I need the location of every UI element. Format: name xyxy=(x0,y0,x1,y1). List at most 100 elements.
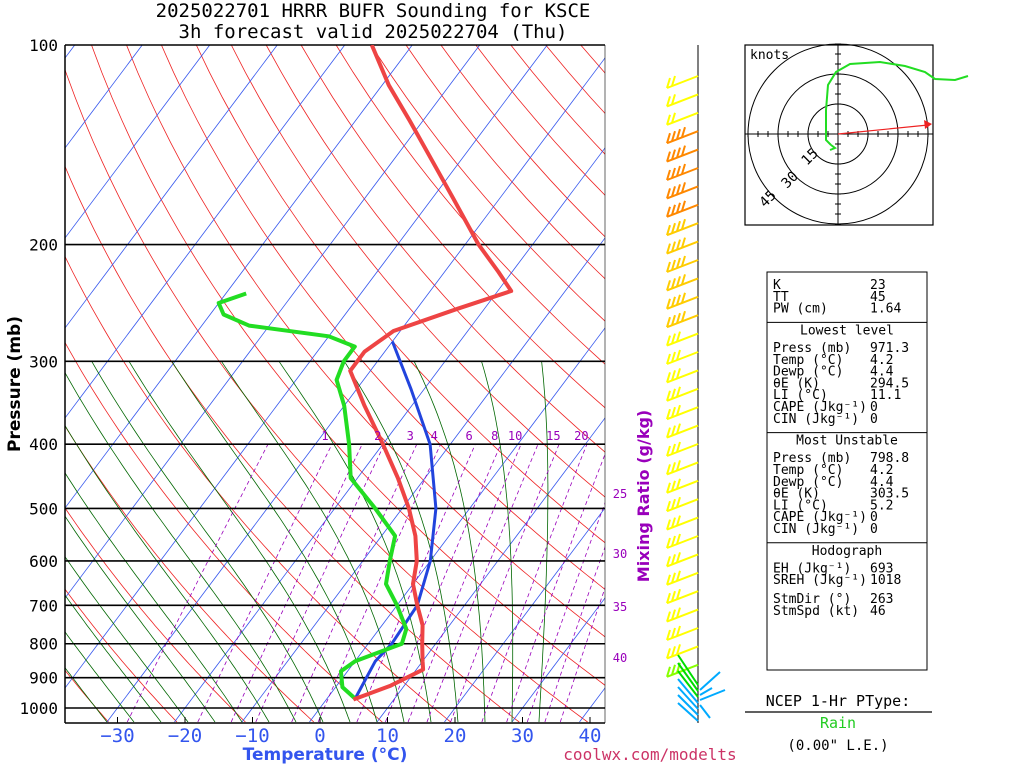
mixing-ratio-line xyxy=(506,453,605,723)
mixing-ratio-tick-label: 25 xyxy=(613,487,627,501)
isotherm-line xyxy=(106,57,605,723)
wind-barb-flag xyxy=(676,515,681,526)
wind-barb xyxy=(666,111,699,126)
wind-barb-flag xyxy=(676,644,681,655)
stats-label: Temp (°C) xyxy=(773,353,843,368)
dry-adiabat-line xyxy=(65,341,383,723)
wind-barb-flag xyxy=(681,310,686,322)
moist-adiabat-line xyxy=(91,361,324,723)
wind-barb-shaft xyxy=(666,406,699,421)
stats-label: EH (Jkg⁻¹) xyxy=(773,561,851,576)
mixing-ratio-tick-label: 40 xyxy=(613,651,627,665)
wind-barb-flag xyxy=(671,112,676,124)
dry-adiabat-line xyxy=(91,45,605,686)
isotherm-line xyxy=(65,45,346,419)
wind-barb xyxy=(666,75,699,89)
wind-barb-flag xyxy=(666,114,671,126)
stats-label: K xyxy=(773,278,781,293)
wind-barb-flag xyxy=(666,648,671,659)
wind-barb-flag xyxy=(666,500,671,512)
dry-adiabat-line xyxy=(370,45,605,322)
stats-value: 303.5 xyxy=(870,487,909,502)
dry-adiabat-line xyxy=(440,45,605,238)
wind-barb-shaft xyxy=(666,479,699,494)
wind-barb-flag xyxy=(676,220,681,232)
hodograph-trace-tail xyxy=(829,144,838,151)
wind-barb xyxy=(666,625,699,641)
mixing-ratio-line xyxy=(526,501,605,723)
wind-barb-flag xyxy=(676,239,681,250)
ptype-amount: (0.00" L.E.) xyxy=(787,738,888,754)
stats-section-title: Most Unstable xyxy=(796,434,898,449)
wind-barb-flag xyxy=(676,312,681,324)
isotherm-line xyxy=(309,327,605,723)
wind-barb-flag xyxy=(671,241,676,252)
wind-barb xyxy=(666,588,699,605)
pressure-tick-label: 900 xyxy=(29,669,58,688)
pressure-tick-label: 800 xyxy=(29,635,58,654)
dry-adiabat-line xyxy=(65,165,520,723)
moist-adiabat-line xyxy=(171,361,378,723)
pressure-tick-label: 700 xyxy=(29,596,58,615)
wind-barb-flag xyxy=(681,237,686,248)
wind-barb-flag xyxy=(666,592,671,604)
temperature-tick-label: −10 xyxy=(235,725,269,747)
stats-value: 0 xyxy=(870,522,878,537)
wind-barb-flag xyxy=(671,222,676,234)
wind-barb xyxy=(666,607,699,623)
pressure-tick-label: 500 xyxy=(29,499,58,518)
moist-adiabat-line xyxy=(65,515,216,723)
mixing-ratio-line xyxy=(559,586,605,723)
wind-barb-flag xyxy=(666,629,671,641)
wind-barb-shaft xyxy=(666,111,699,126)
isotherm-line xyxy=(511,597,605,723)
stats-label: LI (°C) xyxy=(773,498,828,513)
wind-barb xyxy=(666,460,699,476)
stats-label: StmSpd (kt) xyxy=(773,604,859,619)
mixing-ratio-tick-label: 6 xyxy=(465,429,472,443)
wind-barb-flag xyxy=(666,372,671,383)
wind-barb-flag xyxy=(666,519,671,530)
wind-barb-shaft xyxy=(666,498,699,513)
wind-barb-flag xyxy=(681,145,686,156)
wind-barb-shaft xyxy=(666,608,699,623)
stats-label: Press (mb) xyxy=(773,451,851,466)
wind-barb xyxy=(666,182,699,200)
pressure-tick-label: 1000 xyxy=(19,699,58,718)
stats-label: Temp (°C) xyxy=(773,463,843,478)
stats-table: K 23 TT 45 PW (cm) 1.64 Lowest level Press (mb)… xyxy=(766,271,928,671)
wind-barb-flag xyxy=(676,386,681,398)
wind-barb-flag xyxy=(666,224,671,236)
wind-barb xyxy=(666,218,699,237)
wind-barb xyxy=(666,386,699,402)
stats-value: 693 xyxy=(870,561,893,576)
storm-motion-vector xyxy=(837,124,929,135)
wind-barb xyxy=(666,93,699,108)
stats-value: 1018 xyxy=(870,573,901,588)
stats-value: 798.8 xyxy=(870,451,909,466)
wind-barb-shaft xyxy=(699,671,721,691)
mixing-ratio-tick-label: 30 xyxy=(613,547,627,561)
moist-adiabat-line xyxy=(65,594,162,723)
wind-barb-flag xyxy=(671,149,676,160)
stats-value: 0 xyxy=(870,412,878,427)
mixing-ratio-tick-label: 35 xyxy=(613,600,627,614)
mixing-ratio-line xyxy=(407,444,522,723)
pressure-tick-label: 300 xyxy=(29,352,58,371)
wind-barb-flag xyxy=(676,294,681,306)
wind-barb xyxy=(666,533,699,549)
wind-barb-shaft xyxy=(699,687,713,696)
temperature-tick-label: 40 xyxy=(579,725,602,747)
stats-label: θE (K) xyxy=(773,487,820,502)
wind-barb-flag xyxy=(666,132,671,144)
wind-barb-flag xyxy=(671,388,676,400)
wind-barb-flag xyxy=(671,75,676,87)
wind-barb xyxy=(666,331,699,347)
wind-barb-flag xyxy=(671,204,676,216)
stats-label: TT xyxy=(773,290,789,305)
stats-value: 23 xyxy=(870,278,886,293)
wind-barb-flag xyxy=(676,496,681,508)
sounding-profiles xyxy=(216,45,514,702)
stats-value: 11.1 xyxy=(870,388,901,403)
